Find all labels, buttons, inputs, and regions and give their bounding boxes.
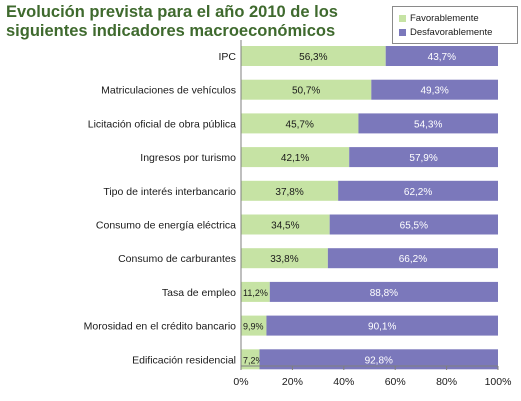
bar-favorable [241,79,372,100]
bar-favorable [241,214,330,235]
x-tick-label: 80% [436,376,457,388]
bar-unfavorable [266,315,498,336]
category-label: Consumo de energía eléctrica [96,220,236,232]
data-label-unfavorable: 57,9% [409,153,437,164]
bar-favorable [241,180,339,201]
bar-unfavorable [358,113,498,134]
data-label-favorable: 37,8% [275,187,303,198]
bar-favorable [241,248,328,269]
data-label-unfavorable: 90,1% [368,322,396,333]
chart-title: Evolución prevista para el año 2010 de l… [6,3,338,40]
data-label-unfavorable: 49,3% [420,86,448,97]
data-label-unfavorable: 54,3% [414,119,442,130]
data-label-favorable: 56,3% [299,52,327,63]
data-label-favorable: 7,2% [243,355,264,365]
bar-favorable [241,349,260,370]
data-label-unfavorable: 65,5% [400,221,428,232]
category-label: Matriculaciones de vehículos [101,85,236,97]
category-label: Ingresos por turismo [140,152,236,164]
category-label: Licitación oficial de obra pública [88,118,236,130]
data-label-unfavorable: 62,2% [404,187,432,198]
data-label-unfavorable: 88,8% [370,288,398,299]
category-label: Consumo de carburantes [118,253,236,265]
bar-favorable [241,147,350,168]
bar-unfavorable [385,46,498,66]
data-label-unfavorable: 43,7% [428,52,456,63]
data-label-favorable: 50,7% [292,86,320,97]
legend-item-unfavorable: Desfavorablemente [399,25,517,39]
data-label-favorable: 11,2% [243,288,268,298]
bar-favorable [241,281,270,302]
bar-unfavorable [349,147,498,168]
data-label-favorable: 42,1% [281,153,309,164]
bar-favorable [241,46,386,66]
bar-unfavorable [259,349,498,370]
legend-swatch-unfavorable [399,28,406,36]
legend-swatch-favorable [399,14,406,22]
bar-unfavorable [329,214,498,235]
data-label-unfavorable: 66,2% [399,254,427,265]
x-tick-label: 0% [233,376,248,388]
legend-label-favorable: Favorablemente [410,12,479,24]
category-label: Tipo de interés interbancario [103,186,236,198]
chart-legend: Favorablemente Desfavorablemente [392,6,518,44]
x-tick-label: 60% [385,376,406,388]
legend-label-unfavorable: Desfavorablemente [410,26,493,38]
legend-item-favorable: Favorablemente [399,11,517,25]
data-label-favorable: 45,7% [286,119,314,130]
bar-unfavorable [371,79,498,100]
x-tick-label: 20% [282,376,303,388]
bar-favorable [241,113,359,134]
bar-favorable [241,315,267,336]
category-label: Edificación residencial [132,354,236,366]
category-label: Morosidad en el crédito bancario [84,321,236,333]
bar-unfavorable [269,281,498,302]
x-tick-label: 100% [485,376,512,388]
data-label-unfavorable: 92,8% [365,355,393,366]
bar-unfavorable [338,180,498,201]
data-label-favorable: 34,5% [271,221,299,232]
category-label: Tasa de empleo [162,287,236,299]
bar-unfavorable [327,248,498,269]
x-tick-label: 40% [333,376,354,388]
category-label: IPC [218,51,236,63]
data-label-favorable: 9,9% [243,322,264,332]
data-label-favorable: 33,8% [270,254,298,265]
